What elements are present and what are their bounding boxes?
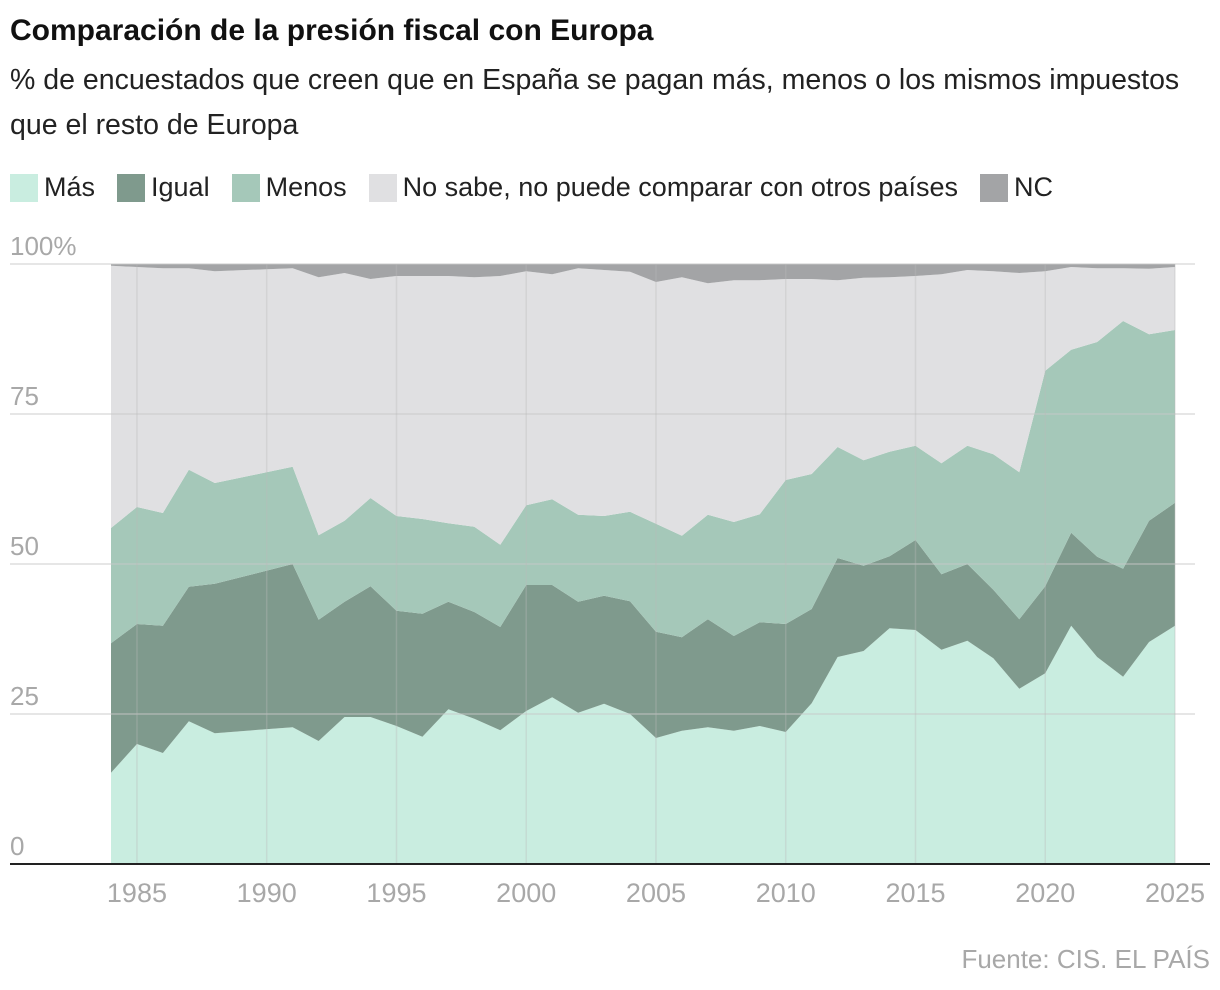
legend-swatch <box>10 173 38 202</box>
x-tick-label: 2025 <box>1145 878 1205 908</box>
legend-swatch <box>979 173 1008 202</box>
legend-label: Igual <box>151 172 210 202</box>
x-tick-label: 2010 <box>756 878 816 908</box>
area <box>111 625 1175 864</box>
legend-swatch <box>368 173 397 202</box>
y-tick-label: 25 <box>10 681 39 711</box>
area <box>111 502 1175 773</box>
legend-item: Menos <box>231 172 347 203</box>
legend-item: No sabe, no puede comparar con otros paí… <box>368 172 958 203</box>
chart-title: Comparación de la presión fiscal con Eur… <box>10 14 654 47</box>
y-tick-label: 0 <box>10 831 24 861</box>
x-tick-label: 2000 <box>496 878 556 908</box>
legend-label: Menos <box>265 172 347 202</box>
area <box>111 265 1175 545</box>
legend-label: No sabe, no puede comparar con otros paí… <box>402 172 958 202</box>
x-tick-label: 1985 <box>107 878 167 908</box>
y-tick-label: 75 <box>10 381 39 411</box>
chart-subtitle: % de encuestados que creen que en España… <box>10 64 1180 141</box>
area <box>111 264 1175 284</box>
source: Fuente: CIS. EL PAÍS <box>961 944 1210 974</box>
x-tick-label: 1995 <box>366 878 426 908</box>
legend-item: NC <box>979 172 1053 203</box>
legend-label: Más <box>44 172 96 202</box>
legend-swatch <box>117 173 146 202</box>
y-tick-label: 50 <box>10 531 39 561</box>
legend-label: NC <box>1013 172 1053 202</box>
legend-item: Igual <box>117 172 210 203</box>
legend: Más Igual Menos No sabe, no puede comparar … <box>10 172 1075 203</box>
x-tick-label: 2020 <box>1015 878 1075 908</box>
y-tick-label: 100% <box>10 231 77 261</box>
legend-swatch <box>231 173 260 202</box>
x-tick-label: 1990 <box>237 878 297 908</box>
x-tick-label: 2005 <box>626 878 686 908</box>
legend-item: Más <box>10 172 95 203</box>
x-tick-label: 2015 <box>885 878 945 908</box>
area <box>111 321 1175 644</box>
